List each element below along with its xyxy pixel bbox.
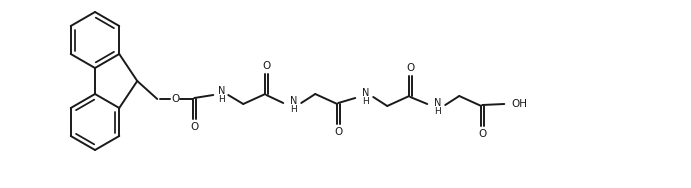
Text: O: O [263,61,271,71]
Text: OH: OH [511,99,527,109]
Text: O: O [406,63,415,73]
Text: N: N [361,88,369,98]
Text: O: O [171,94,180,104]
Text: H: H [362,96,368,105]
Text: O: O [334,127,343,137]
Text: N: N [433,98,441,108]
Text: O: O [479,129,487,139]
Text: H: H [434,106,441,115]
Text: H: H [290,105,296,114]
Text: N: N [218,86,225,96]
Text: N: N [290,96,297,106]
Text: H: H [218,95,225,104]
Text: O: O [191,122,199,132]
